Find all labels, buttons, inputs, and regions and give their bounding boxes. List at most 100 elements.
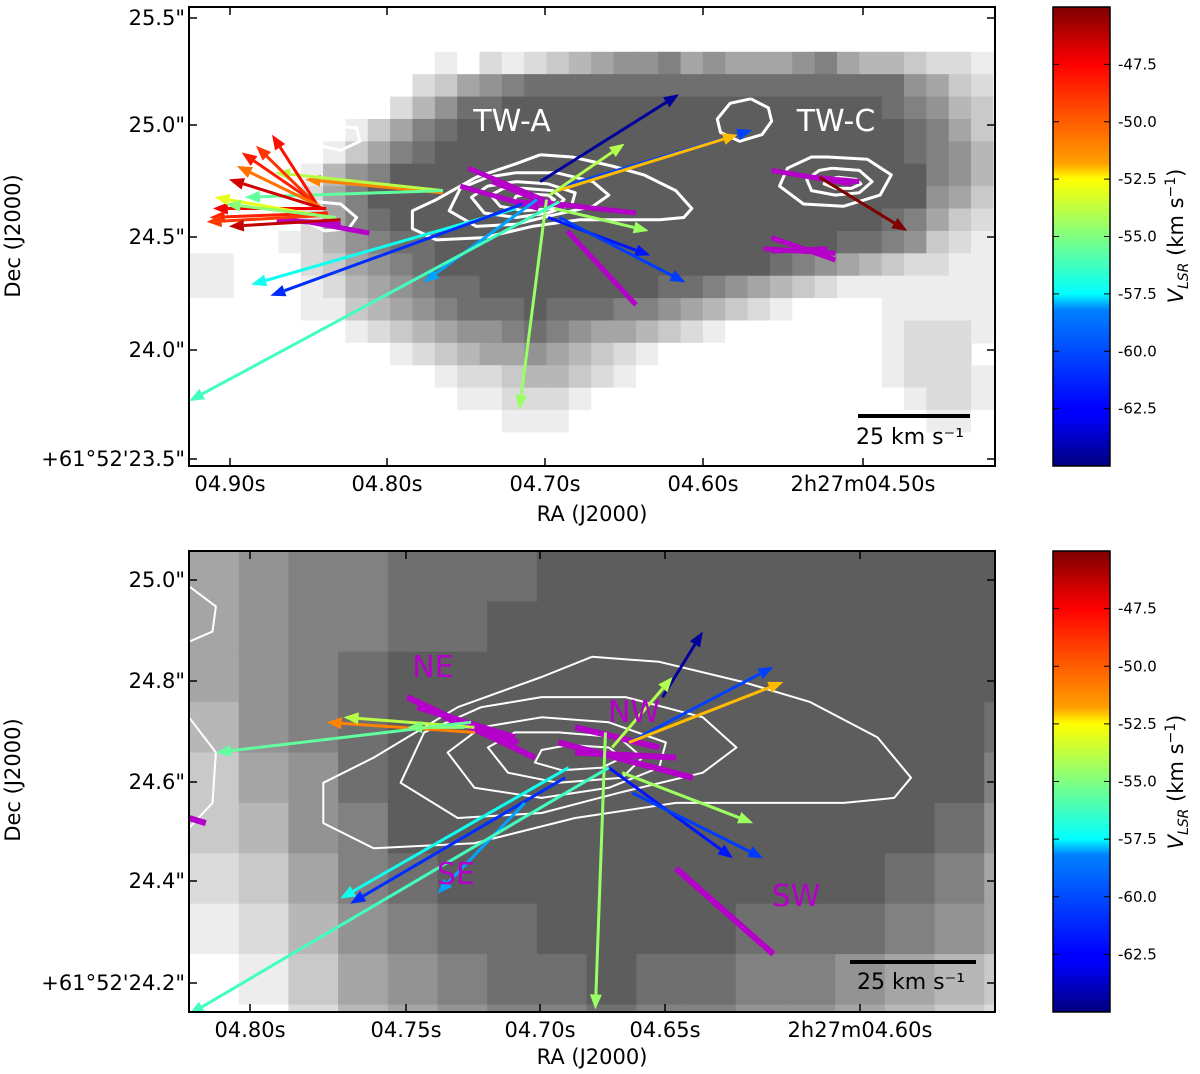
map-pixel (836, 230, 860, 254)
map-pixel (457, 387, 481, 411)
map-pixel (769, 74, 793, 98)
y-tick-label: +61°52'24.2" (41, 971, 185, 995)
map-pixel (412, 141, 436, 165)
map-pixel (747, 74, 771, 98)
map-pixel (814, 320, 838, 344)
map-pixel (238, 651, 290, 703)
map-pixel (904, 342, 927, 366)
map-pixel (501, 230, 525, 254)
map-pixel (189, 601, 240, 653)
velocity-arrow-shaft (621, 771, 740, 820)
contour-line (805, 166, 874, 197)
map-pixel (904, 96, 927, 120)
map-pixel (300, 253, 324, 277)
map-pixel (586, 802, 637, 854)
map-pixel (568, 387, 592, 411)
map-pixel (725, 410, 749, 434)
map-pixel (300, 74, 324, 98)
map-pixel (546, 342, 570, 366)
map-pixel (984, 954, 995, 1006)
map-pixel (725, 208, 749, 232)
map-pixel (881, 387, 905, 411)
map-pixel (524, 432, 548, 456)
panel-bottom-scalebar-label: 25 km s⁻¹ (857, 970, 965, 995)
map-pixel (747, 432, 771, 456)
colorbar-tick-label: -57.5 (1118, 285, 1157, 303)
map-pixel (1016, 52, 1039, 75)
map-pixel (658, 365, 682, 389)
map-pixel (702, 208, 726, 232)
panel-top-magnetic-segments (276, 165, 860, 307)
map-pixel (501, 74, 525, 98)
velocity-arrow-shaft (240, 204, 337, 219)
map-pixel (487, 1004, 538, 1012)
map-pixel (323, 96, 347, 120)
map-pixel (926, 298, 950, 322)
velocity-arrow-shaft (201, 200, 560, 396)
map-pixel (457, 253, 481, 277)
map-pixel (686, 551, 737, 602)
map-pixel (993, 275, 995, 299)
velocity-arrow-head (343, 712, 359, 725)
map-pixel (948, 141, 972, 165)
map-pixel (323, 51, 347, 75)
map-pixel (971, 51, 995, 75)
velocity-arrow-shaft (818, 175, 896, 225)
map-pixel (412, 208, 436, 232)
map-pixel (390, 387, 414, 411)
y-tick-label: 24.0" (129, 338, 185, 362)
map-pixel (984, 651, 995, 703)
map-pixel (390, 7, 414, 30)
x-tick-label: 04.90s (194, 472, 265, 496)
map-pixel (412, 410, 436, 434)
map-pixel (680, 7, 704, 30)
panel-bottom-colorbar-ticks: -47.5 -50.0 -52.5 -55.0 -57.5 -60.0 -62.5 (1053, 600, 1157, 963)
map-pixel (189, 802, 240, 854)
map-pixel (367, 118, 391, 142)
map-pixel (524, 387, 548, 411)
map-pixel (412, 118, 436, 142)
map-pixel (524, 96, 548, 120)
map-pixel (256, 253, 279, 277)
velocity-arrow-shaft (253, 159, 312, 201)
colorbar-tick-label: -52.5 (1118, 715, 1157, 733)
map-pixel (487, 651, 538, 703)
map-pixel (479, 320, 503, 344)
map-pixel (591, 74, 615, 98)
map-pixel (658, 74, 682, 98)
map-pixel (256, 387, 279, 411)
map-pixel (934, 903, 985, 955)
map-pixel (238, 802, 290, 854)
map-pixel (434, 387, 458, 411)
velocity-arrow-head (270, 285, 287, 297)
map-pixel (613, 29, 637, 53)
map-pixel (288, 601, 339, 653)
map-pixel (702, 365, 726, 389)
map-pixel (971, 186, 995, 210)
map-pixel (479, 29, 503, 53)
map-pixel (725, 365, 749, 389)
map-pixel (457, 365, 481, 389)
velocity-arrow-shaft (242, 182, 324, 210)
magnetic-segment (771, 246, 828, 254)
map-pixel (434, 342, 458, 366)
map-pixel (859, 96, 883, 120)
map-pixel (680, 387, 704, 411)
map-pixel (769, 186, 793, 210)
x-tick-label: 04.60s (667, 472, 738, 496)
map-pixel (836, 96, 860, 120)
map-pixel (345, 387, 369, 411)
map-pixel (278, 96, 302, 120)
panel-bottom-vectors (190, 631, 784, 1012)
velocity-arrow-head (326, 717, 343, 730)
map-pixel (367, 163, 391, 187)
map-pixel (189, 163, 212, 187)
map-pixel (412, 320, 436, 344)
map-pixel (387, 651, 439, 703)
map-pixel (948, 230, 972, 254)
panel-bottom-colorbar-label: VLSR (km s−1) (1163, 715, 1192, 850)
map-pixel (725, 298, 749, 322)
colorbar-tick-label: -50.0 (1118, 657, 1157, 675)
magnetic-segment (308, 219, 370, 236)
map-pixel (437, 601, 488, 653)
